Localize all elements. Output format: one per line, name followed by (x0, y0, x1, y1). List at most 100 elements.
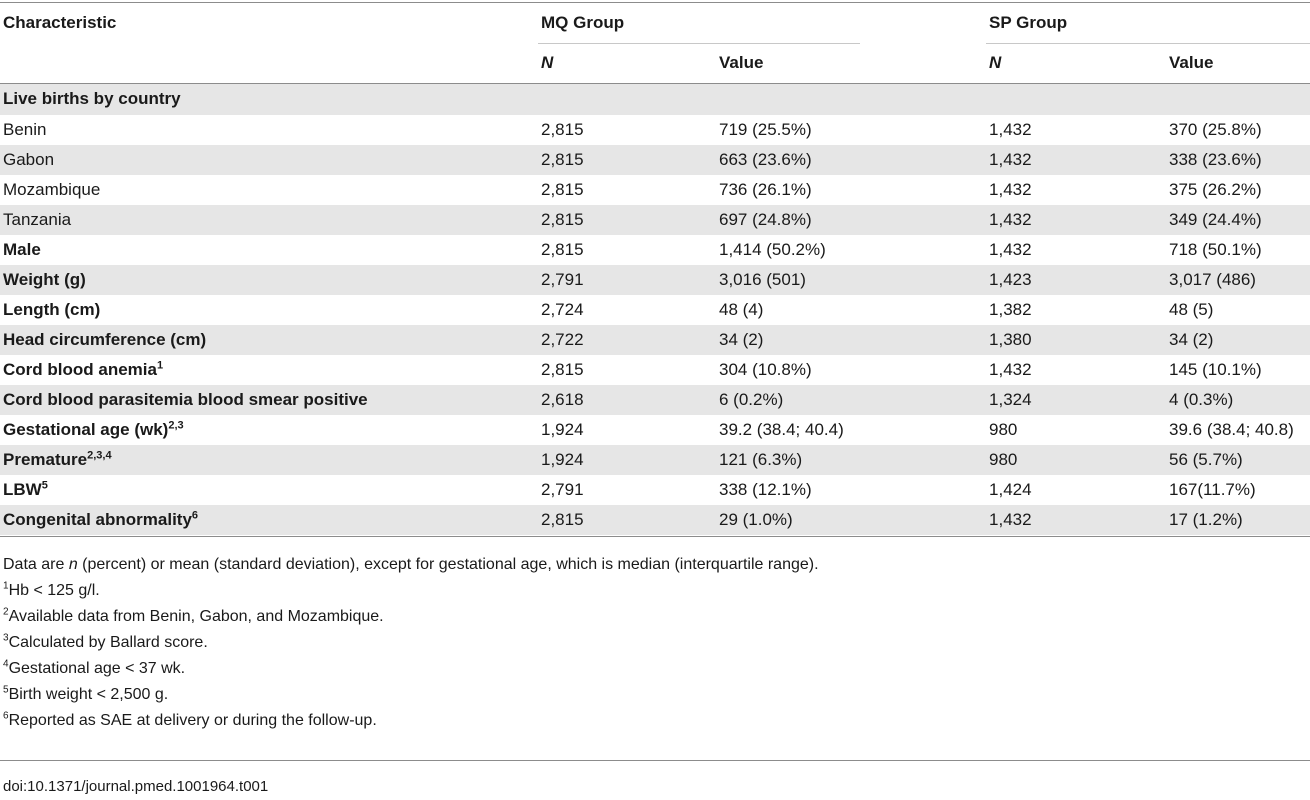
cell-sp-value: 167(11.7%) (1169, 480, 1256, 499)
footnote-text: Gestational age < 37 wk. (8, 660, 186, 677)
cell-mq-n: 2,722 (538, 325, 716, 355)
cell-sp-value (1166, 83, 1310, 115)
cell-sp-value: 3,017 (486) (1166, 265, 1310, 295)
table-row: Congenital abnormality6 2,815 29 (1.0%) 1,4… (0, 505, 1310, 535)
cell-mq-n: 2,815 (541, 360, 584, 379)
table-row: Tanzania 2,815 697 (24.8%) 1,432 349 (24.4%) (0, 205, 1310, 235)
sp-group-underline (986, 43, 1310, 44)
cell-mq-value: 6 (0.2%) (716, 385, 987, 415)
table-row: Head circumference (cm) 2,722 34 (2) 1,380 3… (0, 325, 1310, 355)
row-label: Weight (g) (0, 265, 538, 295)
footnote-item: 5Birth weight < 2,500 g. (3, 682, 1303, 708)
table-row: Live births by country (0, 83, 1310, 115)
header-mq-group: MQ Group (541, 13, 625, 32)
row-label: Mozambique (3, 180, 101, 199)
table-body: Live births by country Benin 2,815 719 (25.… (0, 83, 1310, 535)
cell-sp-n: 1,382 (989, 300, 1032, 319)
footnote-marker: 2,3 (168, 419, 184, 432)
footnote-intro: Data are n (percent) or mean (standard d… (3, 556, 819, 573)
cell-sp-value: 370 (25.8%) (1169, 120, 1262, 139)
table-row: Cord blood anemia1 2,815 304 (10.8%) 1,432 1… (0, 355, 1310, 385)
cell-mq-value: 304 (10.8%) (719, 360, 812, 379)
footnote-text: Calculated by Ballard score. (8, 634, 208, 651)
row-label: Congenital abnormality6 (0, 505, 538, 535)
mq-group-underline (538, 43, 860, 44)
cell-mq-n: 1,924 (541, 420, 584, 439)
cell-mq-value: 1,414 (50.2%) (719, 240, 826, 259)
cell-mq-value: 697 (24.8%) (716, 205, 987, 235)
cell-sp-n: 1,432 (989, 360, 1032, 379)
cell-mq-n: 2,815 (541, 180, 584, 199)
table-row: Gestational age (wk)2,3 1,924 39.2 (38.4; … (0, 415, 1310, 445)
footnote-text: Hb < 125 g/l. (8, 582, 100, 599)
cell-sp-value: 718 (50.1%) (1169, 240, 1262, 259)
cell-mq-n: 2,791 (541, 480, 584, 499)
footnote-number: 1 (3, 580, 9, 592)
footnote-marker: 2,3,4 (87, 449, 112, 462)
cell-mq-value: 663 (23.6%) (716, 145, 987, 175)
footnote-text: Reported as SAE at delivery or during th… (8, 712, 377, 729)
header-row-columns: N Value N Value (0, 43, 1310, 83)
cell-mq-value (716, 83, 987, 115)
cell-sp-value: 56 (5.7%) (1166, 445, 1310, 475)
cell-sp-n: 1,432 (989, 240, 1032, 259)
doi-link[interactable]: doi:10.1371/journal.pmed.1001964.t001 (3, 778, 269, 795)
cell-mq-value: 736 (26.1%) (719, 180, 812, 199)
cell-mq-value: 121 (6.3%) (716, 445, 987, 475)
footnote-item: 1Hb < 125 g/l. (3, 578, 1303, 604)
cell-mq-value: 3,016 (501) (716, 265, 987, 295)
row-label: Benin (3, 120, 47, 139)
cell-sp-n: 980 (989, 420, 1018, 439)
table-row: Weight (g) 2,791 3,016 (501) 1,423 3,017 (48… (0, 265, 1310, 295)
table-row: Length (cm) 2,724 48 (4) 1,382 48 (5) (0, 295, 1310, 325)
cell-mq-value: 39.2 (38.4; 40.4) (719, 420, 844, 439)
cell-sp-n: 1,424 (989, 480, 1032, 499)
top-rule (0, 2, 1310, 3)
header-sp-value: Value (1169, 53, 1214, 72)
header-bottom-rule (0, 83, 1310, 84)
table-row: Premature2,3,4 1,924 121 (6.3%) 980 56 (5.7%… (0, 445, 1310, 475)
cell-sp-value: 4 (0.3%) (1166, 385, 1310, 415)
table-row: Gabon 2,815 663 (23.6%) 1,432 338 (23.6%) (0, 145, 1310, 175)
footnote-marker: 1 (156, 359, 164, 372)
footnote-number: 6 (3, 710, 9, 722)
row-label: Tanzania (0, 205, 538, 235)
footnote-text: Available data from Benin, Gabon, and Mo… (8, 608, 384, 625)
footnote-marker: 5 (41, 479, 48, 492)
header-characteristic: Characteristic (3, 13, 117, 32)
cell-sp-n: 1,324 (986, 385, 1167, 415)
cell-sp-value: 349 (24.4%) (1166, 205, 1310, 235)
characteristics-table: Characteristic MQ Group SP Group N Value… (0, 3, 1310, 535)
cell-sp-n: 1,432 (989, 180, 1032, 199)
header-mq-value: Value (719, 53, 764, 72)
cell-mq-value: 29 (1.0%) (716, 505, 987, 535)
cell-sp-value: 39.6 (38.4; 40.8) (1169, 420, 1294, 439)
header-empty (0, 43, 538, 83)
cell-mq-n: 2,791 (538, 265, 716, 295)
table-row: Mozambique 2,815 736 (26.1%) 1,432 375 (26.2… (0, 175, 1310, 205)
row-label: Cord blood anemia1 (3, 359, 164, 379)
cell-mq-n: 2,815 (538, 505, 716, 535)
row-label: Live births by country (0, 83, 538, 115)
table-row: Male 2,815 1,414 (50.2%) 1,432 718 (50.1%) (0, 235, 1310, 265)
cell-sp-n: 1,432 (989, 120, 1032, 139)
table-row: Cord blood parasitemia blood smear posit… (0, 385, 1310, 415)
cell-sp-value: 338 (23.6%) (1166, 145, 1310, 175)
cell-sp-n: 980 (986, 445, 1167, 475)
row-label: Gabon (0, 145, 538, 175)
row-label: Length (cm) (3, 300, 101, 319)
row-label: Male (3, 240, 41, 259)
footnote-item: 4Gestational age < 37 wk. (3, 656, 1303, 682)
cell-mq-n: 2,815 (541, 120, 584, 139)
cell-sp-value: 145 (10.1%) (1169, 360, 1262, 379)
footnote-number: 3 (3, 632, 9, 644)
table-bottom-rule (0, 536, 1310, 537)
cell-mq-n: 2,815 (541, 240, 584, 259)
cell-mq-n: 2,618 (538, 385, 716, 415)
cell-mq-n: 2,815 (538, 145, 716, 175)
cell-sp-value: 34 (2) (1166, 325, 1310, 355)
cell-mq-n: 1,924 (538, 445, 716, 475)
footnote-item: 2Available data from Benin, Gabon, and M… (3, 604, 1303, 630)
header-sp-n: N (989, 53, 1002, 72)
cell-mq-value: 48 (4) (719, 300, 764, 319)
